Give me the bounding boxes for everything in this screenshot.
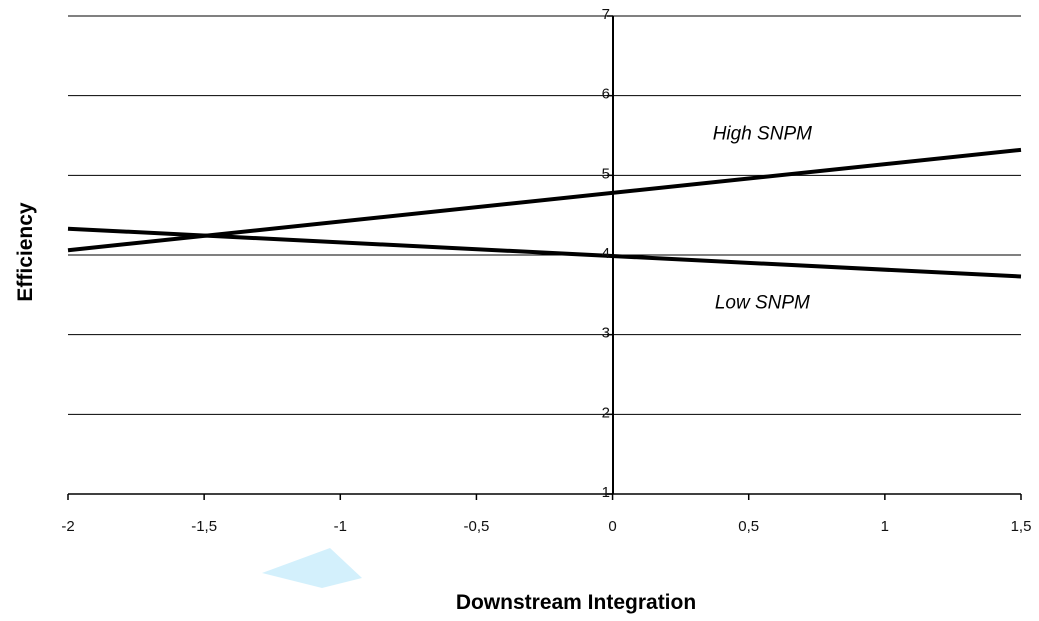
y-tick-label: 2 (602, 404, 610, 421)
y-tick-label: 1 (602, 484, 610, 501)
watermark (262, 548, 362, 588)
y-tick-label: 7 (602, 6, 610, 23)
x-tick-label: -1 (334, 518, 347, 535)
grid (68, 15, 1021, 415)
y-tick-label: 3 (602, 325, 610, 342)
x-tick-label: -0,5 (463, 518, 489, 535)
y-axis-title: Efficiency (14, 202, 37, 302)
x-axis-title: Downstream Integration (456, 591, 696, 614)
labels: 1 2 3 4 5 6 7 -2 -1,5 -1 -0,5 0 0,5 1 1,5 High SNPM Low … (61, 6, 1031, 535)
y-tick-label: 5 (602, 165, 610, 182)
series-line-low-snpm (67, 226, 1022, 279)
x-tick-label: -1,5 (191, 518, 217, 535)
series-lines (67, 147, 1022, 279)
y-tick-label: 6 (602, 86, 610, 103)
series-line-high-snpm (67, 147, 1022, 253)
x-tick-label: 1,5 (1011, 518, 1032, 535)
series-label-high-snpm: High SNPM (713, 123, 812, 144)
axes (67, 15, 1022, 500)
y-tick-label: 4 (602, 245, 610, 262)
x-tick-label: 0,5 (738, 518, 759, 535)
x-tick-label: 0 (608, 518, 616, 535)
x-tick-label: 1 (881, 518, 889, 535)
series-label-low-snpm: Low SNPM (715, 292, 810, 313)
x-tick-label: -2 (61, 518, 74, 535)
